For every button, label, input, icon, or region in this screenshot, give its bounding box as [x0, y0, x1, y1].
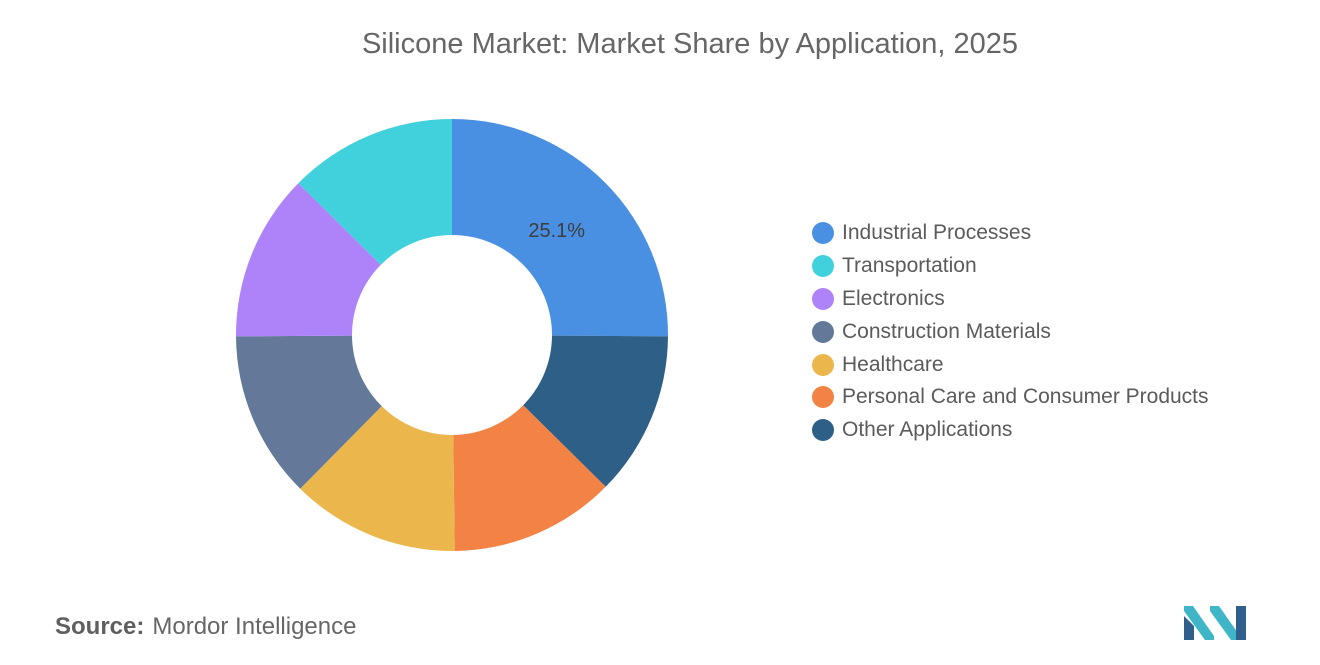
legend-swatch-icon [812, 255, 834, 278]
legend-item: Healthcare [812, 348, 1209, 381]
slice-personal-care-and-consumer-products [453, 405, 606, 551]
legend-item: Other Applications [812, 414, 1209, 447]
legend-label: Construction Materials [842, 319, 1051, 343]
legend-swatch-icon [812, 353, 834, 376]
slice-industrial-processes [452, 119, 668, 337]
mordor-intelligence-logo-icon [1184, 606, 1246, 640]
legend-item: Transportation [812, 250, 1209, 283]
legend-swatch-icon [812, 287, 834, 310]
legend-label: Industrial Processes [842, 221, 1032, 245]
legend-swatch-icon [812, 386, 834, 409]
chart-legend: Industrial Processes Transportation Electr… [812, 217, 1209, 447]
slice-transportation [298, 119, 452, 265]
slice-electronics [236, 183, 381, 337]
slice-healthcare [300, 406, 455, 552]
legend-item: Construction Materials [812, 315, 1209, 348]
data-label-industrial-processes: 25.1% [528, 220, 585, 242]
source-label: Source: [55, 613, 145, 640]
legend-label: Personal Care and Consumer Products [842, 385, 1209, 409]
legend-item: Personal Care and Consumer Products [812, 381, 1209, 414]
legend-label: Other Applications [842, 418, 1013, 442]
slice-other-applications [523, 335, 668, 487]
donut-chart: 25.1% [236, 119, 668, 552]
legend-swatch-icon [812, 222, 834, 245]
legend-item: Electronics [812, 283, 1209, 316]
chart-title: Silicone Market: Market Share by Applica… [361, 28, 1019, 60]
slice-construction-materials [236, 335, 382, 489]
source-note: Source: Mordor Intelligence [55, 613, 356, 641]
source-value: Mordor Intelligence [152, 613, 357, 640]
legend-label: Electronics [842, 286, 945, 310]
legend-swatch-icon [812, 320, 834, 343]
legend-item: Industrial Processes [812, 217, 1209, 250]
legend-swatch-icon [812, 419, 834, 442]
legend-label: Healthcare [842, 352, 944, 376]
legend-label: Transportation [842, 254, 977, 278]
